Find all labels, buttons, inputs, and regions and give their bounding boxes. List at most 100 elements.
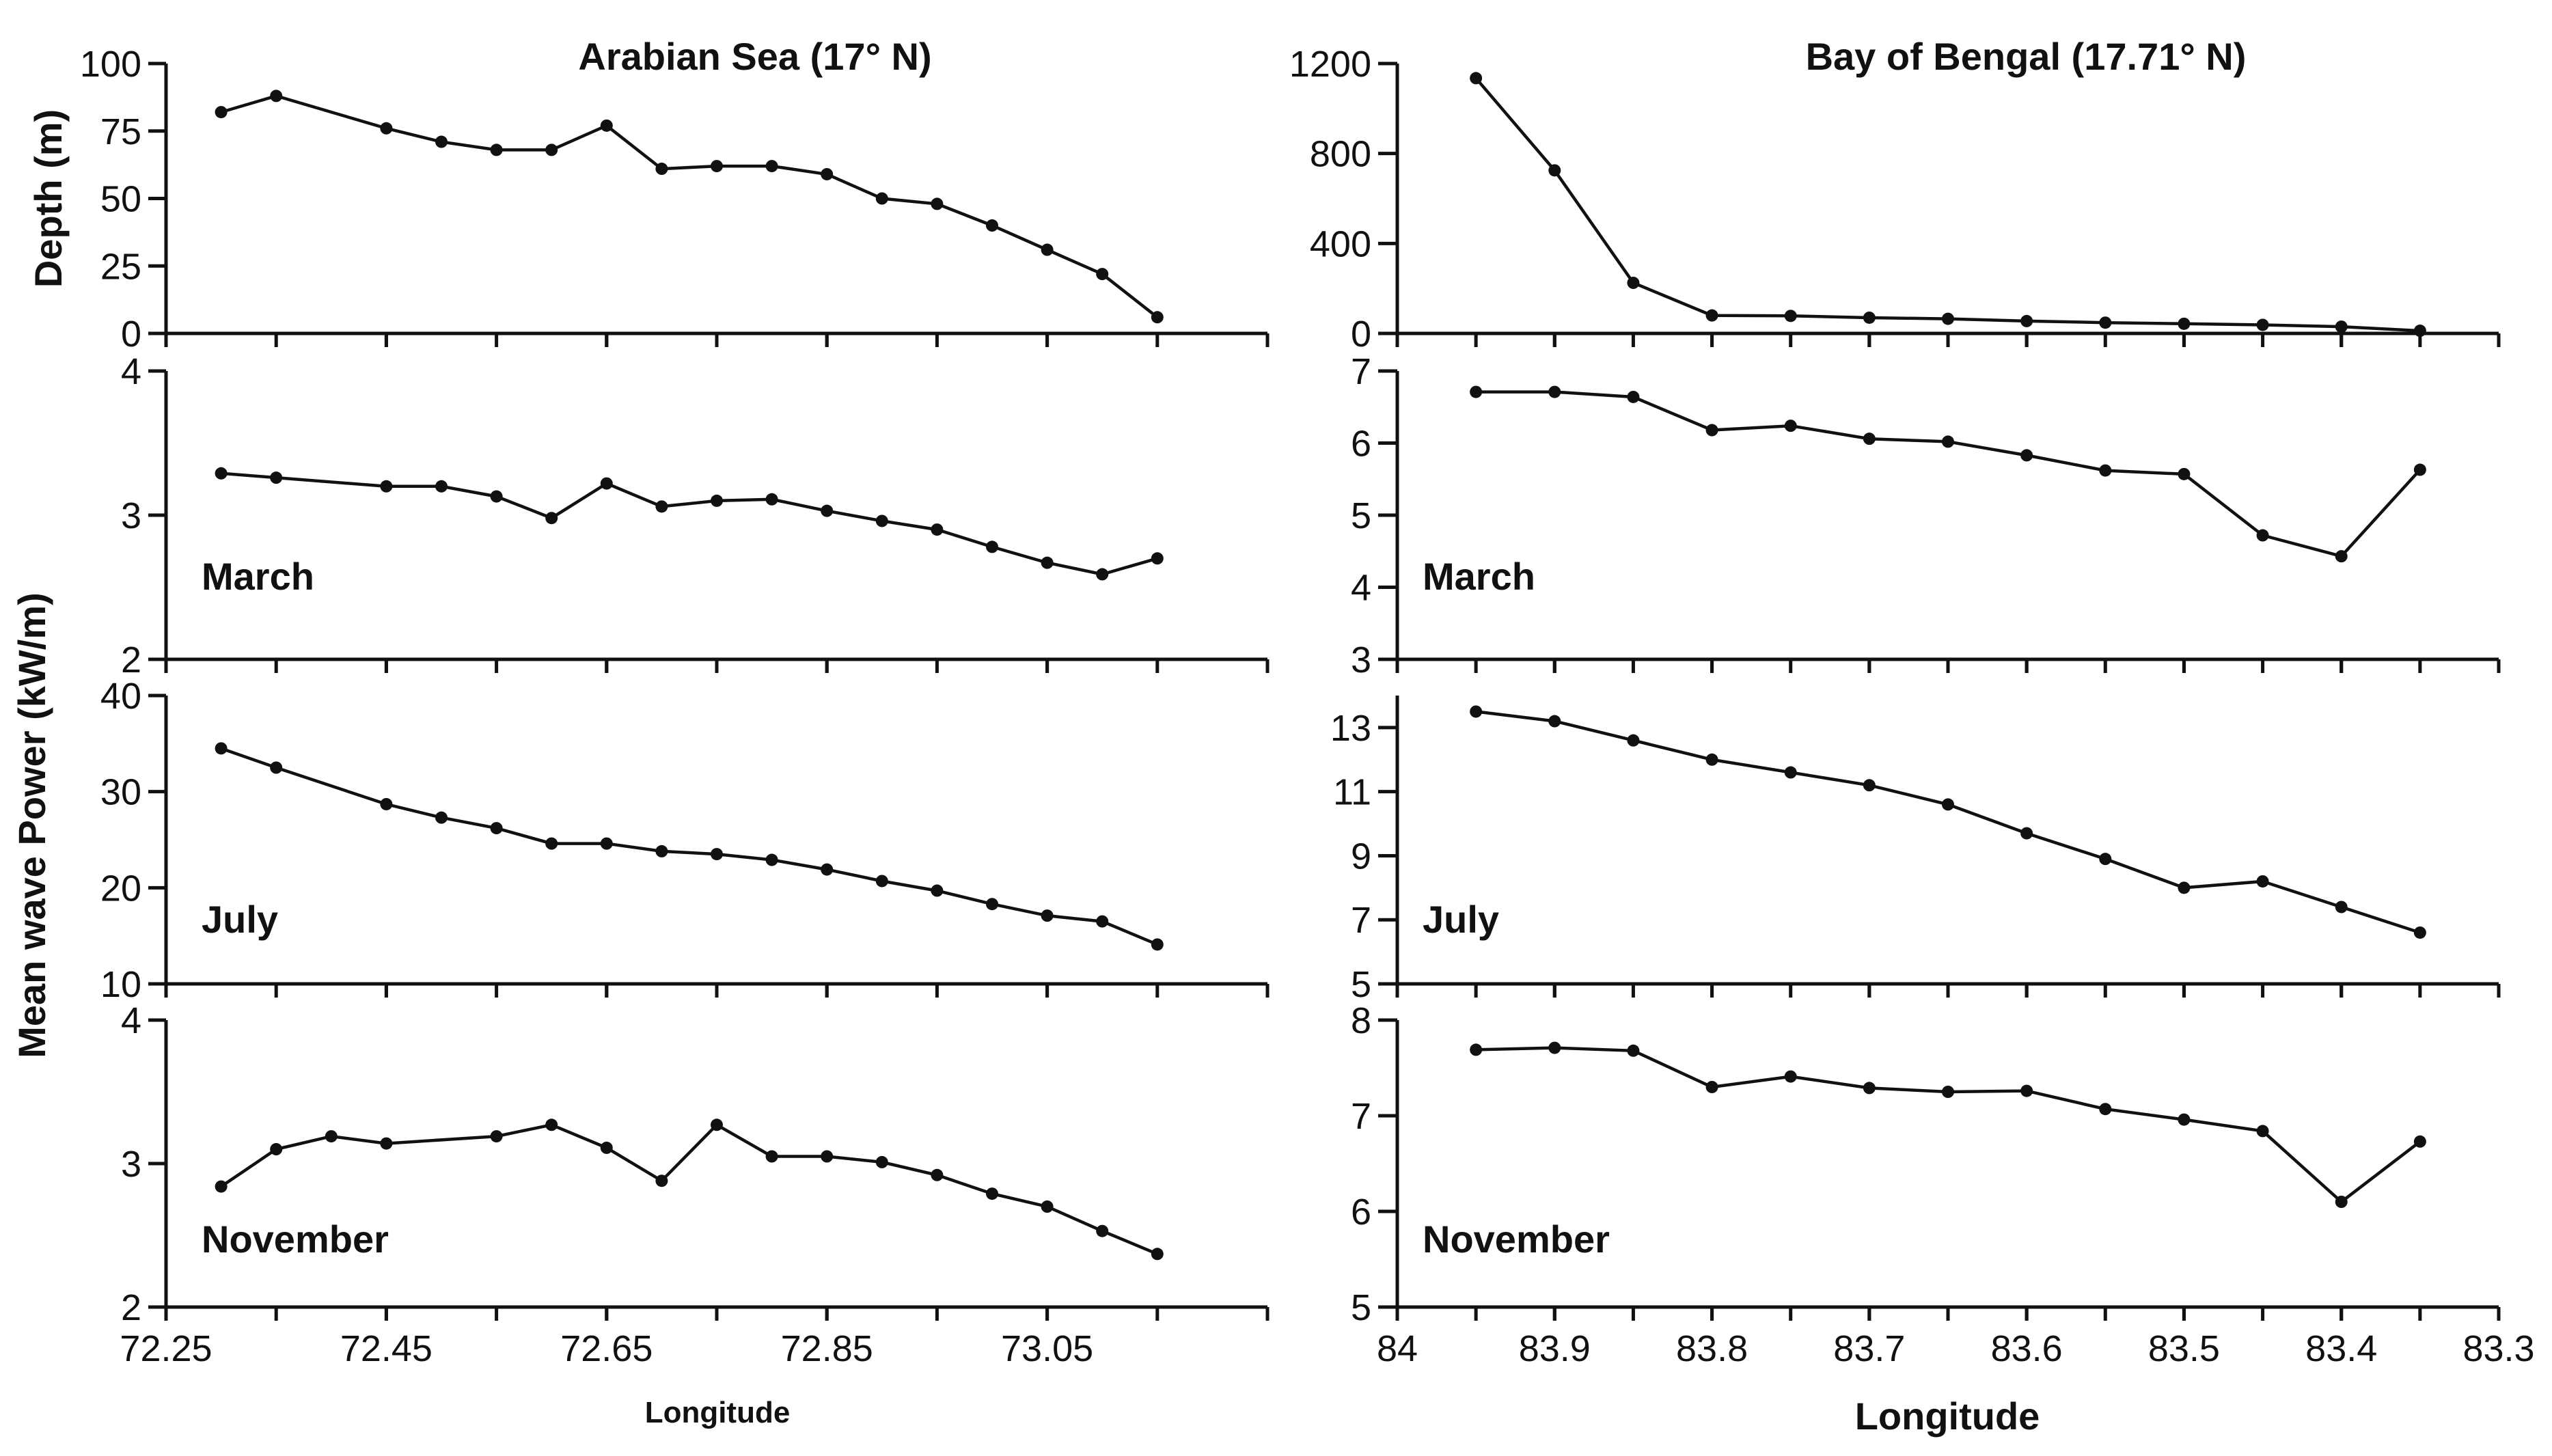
y-tick-label: 25 — [100, 246, 141, 287]
data-point — [380, 1137, 393, 1150]
data-point — [270, 471, 283, 484]
data-point — [1041, 243, 1054, 256]
data-point — [1151, 1248, 1164, 1261]
data-point — [1041, 1200, 1054, 1213]
data-point — [2178, 881, 2191, 894]
data-point — [600, 837, 613, 850]
data-point — [986, 1187, 998, 1200]
data-point — [875, 514, 888, 527]
panel-arabian-july: 10 20 30 40 July — [100, 676, 1270, 1005]
data-point — [380, 797, 393, 810]
x-tick-label: 72.65 — [560, 1328, 653, 1369]
data-point — [1627, 390, 1640, 403]
data-point — [1151, 938, 1164, 951]
data-point — [711, 160, 723, 173]
data-point — [2020, 827, 2033, 840]
y-tick-label: 800 — [1310, 134, 1371, 175]
x-axis-left: 72.25 72.45 72.65 72.85 73.05 Longitude — [120, 1328, 1093, 1429]
data-point — [2099, 853, 2112, 866]
data-point — [545, 837, 558, 850]
x-tick-label: 83.7 — [1833, 1328, 1905, 1369]
data-point — [2099, 464, 2112, 477]
data-point — [1548, 385, 1561, 398]
data-point — [986, 898, 998, 911]
data-point — [765, 493, 778, 506]
month-label: March — [202, 555, 314, 598]
series-line — [220, 747, 1158, 946]
data-point — [765, 160, 778, 173]
data-point — [1627, 734, 1640, 747]
x-tick-label: 83.8 — [1676, 1328, 1748, 1369]
panel-bengal-november: 5 6 7 8 November — [1351, 1000, 2501, 1328]
data-point — [1705, 753, 1718, 766]
y-tick-label: 4 — [121, 1000, 141, 1041]
data-point — [1784, 420, 1797, 432]
data-point — [2020, 1084, 2033, 1097]
y-tick-label: 7 — [1351, 1096, 1371, 1137]
y-tick-label: 1200 — [1289, 44, 1371, 85]
y-tick-label: 7 — [1351, 900, 1371, 941]
data-point — [821, 863, 834, 876]
month-label: November — [202, 1218, 389, 1261]
data-point — [490, 143, 503, 156]
x-tick-label: 84 — [1377, 1328, 1418, 1369]
series-line — [1475, 710, 2421, 935]
data-point — [765, 1150, 778, 1163]
y-tick-label: 75 — [100, 111, 141, 152]
x-tick-label: 72.25 — [120, 1328, 212, 1369]
data-point — [1470, 72, 1483, 85]
data-point — [215, 742, 228, 755]
data-point — [1705, 424, 1718, 437]
y-tick-label: 40 — [100, 676, 141, 717]
data-point — [655, 163, 668, 176]
month-label: July — [202, 898, 278, 941]
x-tick-label: 83.5 — [2148, 1328, 2220, 1369]
data-point — [1627, 1044, 1640, 1057]
series-line — [220, 94, 1159, 319]
data-point — [2335, 901, 2348, 914]
x-axis-title: Longitude — [1855, 1395, 2040, 1438]
series-line — [1476, 1046, 2421, 1204]
data-point — [380, 122, 393, 135]
panel-arabian-depth: 0 25 50 75 100 Arabian Sea (17° N) Depth (m) — [27, 35, 1270, 355]
y-axis-title-power: Mean wave Power (kW/m) — [10, 592, 53, 1058]
y-tick-label: 100 — [80, 44, 141, 85]
y-tick-label: 30 — [100, 772, 141, 813]
y-tick-label: 5 — [1351, 495, 1371, 536]
y-tick-label: 0 — [1351, 314, 1371, 355]
y-tick-label: 6 — [1351, 1192, 1371, 1233]
data-point — [600, 477, 613, 490]
data-point — [270, 90, 283, 102]
data-point — [1705, 309, 1718, 322]
panel-title: Arabian Sea (17° N) — [578, 35, 931, 78]
month-label: November — [1423, 1218, 1610, 1261]
month-label: July — [1423, 898, 1499, 941]
data-point — [1041, 556, 1054, 569]
y-tick-label: 9 — [1351, 836, 1371, 877]
panel-bengal-july: 5 7 9 11 13 July — [1330, 696, 2501, 1005]
data-point — [1151, 552, 1164, 565]
data-point — [931, 1168, 944, 1181]
data-point — [2178, 467, 2191, 480]
data-point — [600, 119, 613, 132]
data-point — [2413, 463, 2426, 476]
data-point — [545, 143, 558, 156]
y-tick-label: 5 — [1351, 1287, 1371, 1328]
data-point — [1784, 766, 1797, 779]
data-point — [1470, 1043, 1483, 1056]
panel-arabian-march: 2 3 4 March — [121, 351, 1270, 681]
data-point — [1942, 435, 1954, 448]
data-point — [380, 480, 393, 493]
panel-title: Bay of Bengal (17.71° N) — [1806, 35, 2247, 78]
data-point — [655, 500, 668, 513]
data-point — [1784, 310, 1797, 322]
data-point — [1863, 1082, 1876, 1095]
y-tick-label: 20 — [100, 868, 141, 909]
data-point — [655, 844, 668, 857]
data-point — [986, 219, 998, 232]
data-point — [325, 1130, 338, 1143]
series-line — [221, 471, 1158, 576]
data-point — [821, 1150, 834, 1163]
y-tick-label: 50 — [100, 179, 141, 220]
